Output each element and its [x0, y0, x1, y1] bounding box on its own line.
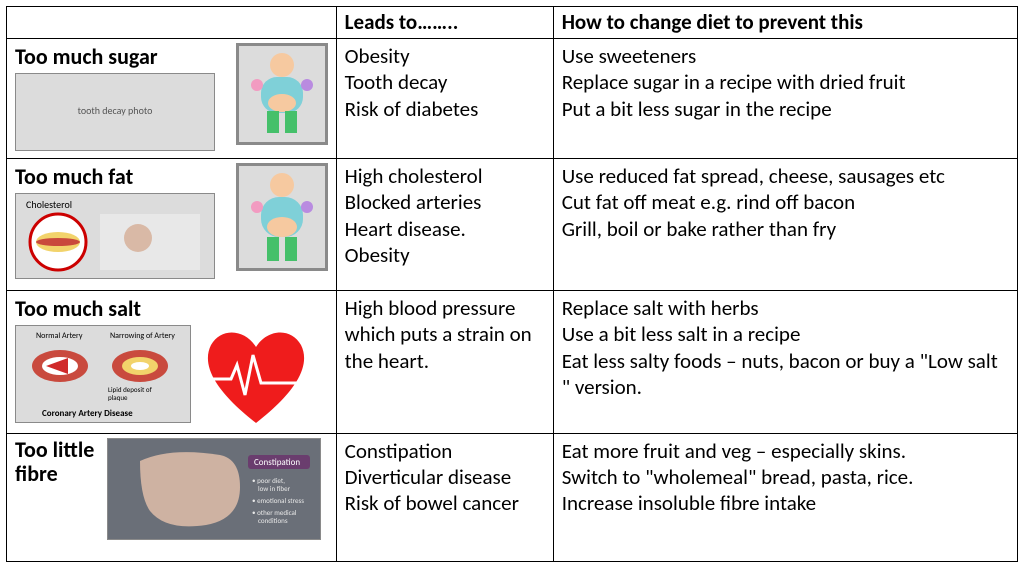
prevent-cell: Use sweeteners Replace sugar in a recipe… [553, 39, 1017, 159]
cholesterol-artery-diagram: Cholesterol [15, 193, 215, 279]
topic-cell-sugar: Too much sugar tooth decay photo [7, 39, 337, 159]
tooth-decay-photo: tooth decay photo [15, 73, 215, 151]
topic-cell-fibre: Too little fibre Constipation • poor die… [7, 433, 337, 561]
leads-to-line: Tooth decay [345, 69, 545, 95]
prevent-cell: Eat more fruit and veg – especially skin… [553, 433, 1017, 561]
svg-text:Normal Artery: Normal Artery [36, 331, 83, 341]
diet-effects-table: Leads to…….. How to change diet to preve… [6, 6, 1018, 562]
topic-cell-salt: Too much salt Normal Artery Narrowing of… [7, 291, 337, 434]
header-empty [7, 7, 337, 39]
svg-text:Narrowing of Artery: Narrowing of Artery [110, 331, 175, 341]
red-heart-ecg-icon [197, 325, 315, 429]
prevent-line: Use reduced fat spread, cheese, sausages… [562, 163, 1009, 189]
leads-to-line: Risk of diabetes [345, 96, 545, 122]
svg-text:Coronary Artery Disease: Coronary Artery Disease [42, 408, 133, 419]
leads-to-cell: Constipation Diverticular disease Risk o… [336, 433, 553, 561]
table-header-row: Leads to…….. How to change diet to preve… [7, 7, 1018, 39]
prevent-line: Use a bit less salt in a recipe [562, 321, 1009, 347]
leads-to-line: Blocked arteries [345, 189, 545, 215]
header-leads-to: Leads to…….. [336, 7, 553, 39]
prevent-line: Eat less salty foods – nuts, bacon or bu… [562, 348, 1009, 401]
svg-text:plaque: plaque [108, 393, 128, 402]
prevent-line: Cut fat off meat e.g. rind off bacon [562, 189, 1009, 215]
coronary-artery-disease-diagram: Normal Artery Narrowing of Artery Lipid … [15, 325, 191, 423]
prevent-cell: Replace salt with herbs Use a bit less s… [553, 291, 1017, 434]
leads-to-line: Obesity [345, 242, 545, 268]
topic-title: Too much salt [15, 295, 328, 323]
prevent-line: Replace salt with herbs [562, 295, 1009, 321]
prevent-line: Eat more fruit and veg – especially skin… [562, 438, 1009, 464]
topic-cell-fat: Too much fat Cholesterol [7, 159, 337, 291]
svg-text:Constipation: Constipation [254, 457, 300, 468]
leads-to-line: High cholesterol [345, 163, 545, 189]
prevent-line: Increase insoluble fibre intake [562, 490, 1009, 516]
svg-text:conditions: conditions [258, 516, 288, 525]
table-row: Too much sugar tooth decay photo [7, 39, 1018, 159]
leads-to-line: Constipation [345, 438, 545, 464]
leads-to-line: High blood pressure which puts a strain … [345, 295, 545, 374]
leads-to-line: Diverticular disease [345, 464, 545, 490]
leads-to-cell: Obesity Tooth decay Risk of diabetes [336, 39, 553, 159]
leads-to-line: Heart disease. [345, 216, 545, 242]
obese-cartoon-boy-icon [236, 43, 328, 145]
prevent-cell: Use reduced fat spread, cheese, sausages… [553, 159, 1017, 291]
topic-title: Too much fat [15, 163, 230, 191]
leads-to-cell: High cholesterol Blocked arteries Heart … [336, 159, 553, 291]
svg-text:low in fiber: low in fiber [258, 484, 291, 493]
prevent-line: Grill, boil or bake rather than fry [562, 216, 1009, 242]
prevent-line: Use sweeteners [562, 43, 1009, 69]
colon-constipation-diagram: Constipation • poor diet, low in fiber •… [107, 438, 321, 540]
prevent-line: Put a bit less sugar in the recipe [562, 96, 1009, 122]
header-prevent: How to change diet to prevent this [553, 7, 1017, 39]
obese-cartoon-boy-icon [236, 163, 328, 271]
table-row: Too much salt Normal Artery Narrowing of… [7, 291, 1018, 434]
prevent-line: Replace sugar in a recipe with dried fru… [562, 69, 1009, 95]
leads-to-cell: High blood pressure which puts a strain … [336, 291, 553, 434]
svg-text:Cholesterol: Cholesterol [26, 198, 72, 211]
leads-to-line: Obesity [345, 43, 545, 69]
svg-text:• emotional stress: • emotional stress [252, 496, 304, 505]
leads-to-line: Risk of bowel cancer [345, 490, 545, 516]
table-row: Too little fibre Constipation • poor die… [7, 433, 1018, 561]
topic-title: Too much sugar [15, 43, 230, 71]
topic-title: Too little fibre [15, 438, 101, 486]
prevent-line: Switch to "wholemeal" bread, pasta, rice… [562, 464, 1009, 490]
table-row: Too much fat Cholesterol [7, 159, 1018, 291]
